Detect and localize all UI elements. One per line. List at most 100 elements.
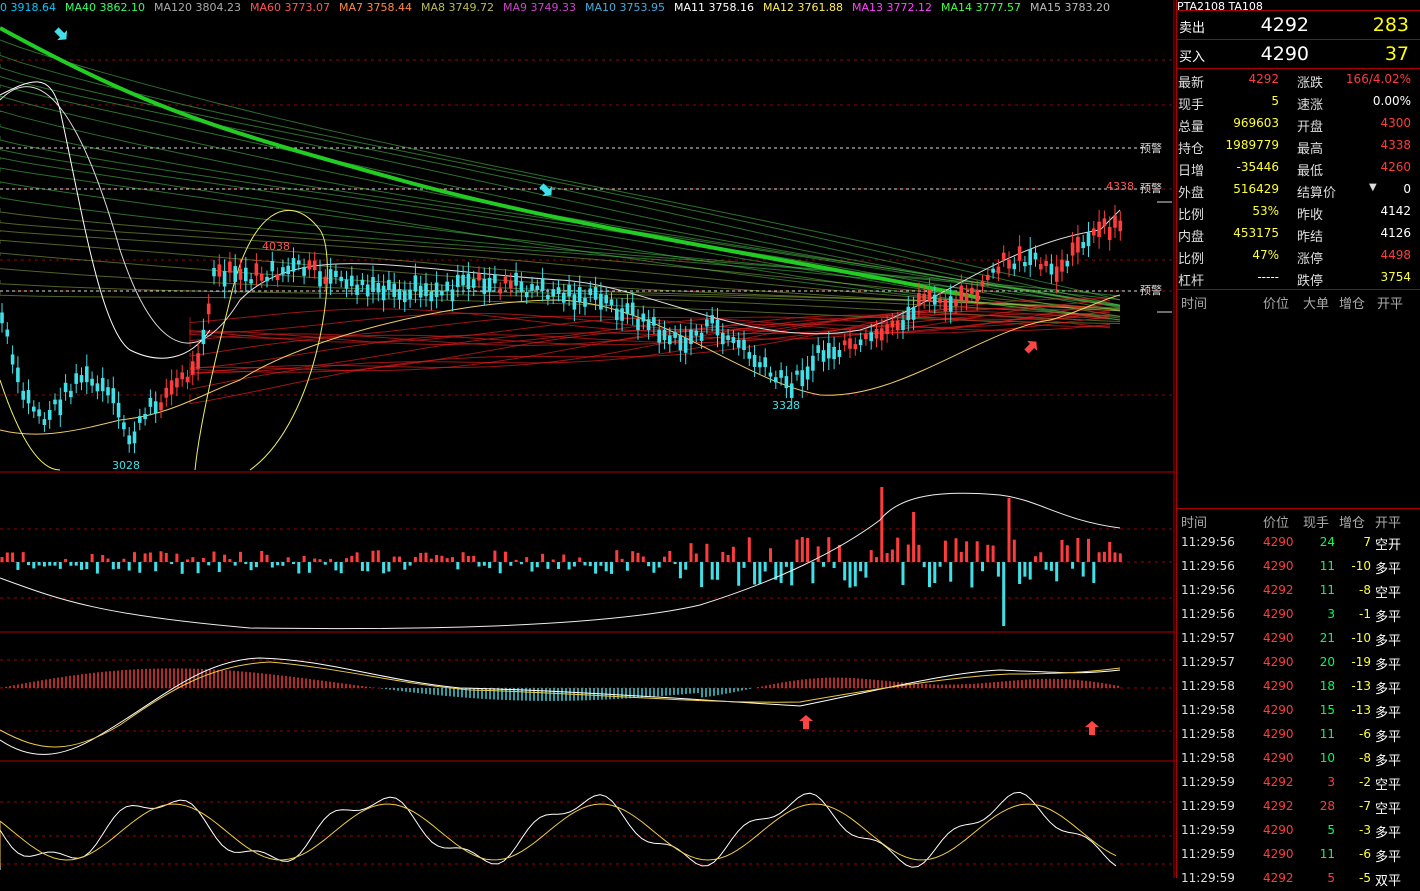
tick-inc: -19 xyxy=(1335,655,1371,669)
macd-bar xyxy=(325,681,326,688)
volume-bar xyxy=(456,562,459,569)
tick-inc: -8 xyxy=(1335,583,1371,597)
macd-bar xyxy=(137,669,138,688)
volume-bar xyxy=(462,552,465,562)
candle-body xyxy=(795,371,799,375)
macd-bar xyxy=(945,685,946,688)
tick-row[interactable]: 11:29:58 4290 10 -8 多平 xyxy=(1177,747,1420,771)
tick-row[interactable]: 11:29:59 4290 5 -3 多平 xyxy=(1177,819,1420,843)
candle-body xyxy=(917,293,921,306)
volume-bar xyxy=(546,562,549,569)
tick-row[interactable]: 11:29:59 4292 28 -7 空平 xyxy=(1177,795,1420,819)
volume-bar xyxy=(631,551,634,562)
candle-body xyxy=(594,287,598,300)
tick-row[interactable]: 11:29:57 4290 20 -19 多平 xyxy=(1177,651,1420,675)
candle-body xyxy=(578,287,582,302)
candle-body xyxy=(997,267,1001,274)
volume-bar xyxy=(1114,552,1117,562)
macd-bar xyxy=(1001,681,1002,688)
col-inc: 增仓 xyxy=(1339,512,1365,531)
volume-bar xyxy=(112,562,115,569)
volume-bar xyxy=(1050,562,1053,571)
macd-bar xyxy=(1113,685,1114,688)
macd-bar xyxy=(949,685,950,688)
candle-body xyxy=(567,285,571,297)
candle-body xyxy=(975,290,979,301)
macd-bar xyxy=(873,680,874,688)
volume-bar xyxy=(504,552,507,562)
chevron-down-icon[interactable]: ▼ xyxy=(1369,182,1377,193)
tick-row[interactable]: 11:29:58 4290 15 -13 多平 xyxy=(1177,699,1420,723)
macd-bar xyxy=(829,678,830,688)
stat-label: 比例 xyxy=(1178,248,1204,267)
macd-bar xyxy=(441,688,442,696)
tick-row[interactable]: 11:29:56 4290 11 -10 多平 xyxy=(1177,555,1420,579)
macd-bar xyxy=(181,668,182,688)
tick-row[interactable]: 11:29:56 4290 3 -1 多平 xyxy=(1177,603,1420,627)
stat-row: 杠杆 ----- 跌停 3754 xyxy=(1177,267,1420,289)
arrow-up-icon xyxy=(799,715,813,729)
candle-body xyxy=(657,330,661,343)
stat-value: 453175 xyxy=(1207,226,1279,240)
volume-bar xyxy=(165,553,168,562)
stat-value: 4126 xyxy=(1327,226,1411,240)
ma-fan-line xyxy=(0,85,1120,305)
stat-row: 总量 969603 开盘 4300 xyxy=(1177,113,1420,135)
volume-bar xyxy=(732,547,735,562)
sell-label: 卖出 xyxy=(1179,17,1205,36)
volume-bar xyxy=(297,562,300,573)
macd-bar xyxy=(289,676,290,688)
tick-time: 11:29:59 xyxy=(1181,775,1235,789)
tick-row[interactable]: 11:29:56 4290 24 7 空开 xyxy=(1177,531,1420,555)
candle-body xyxy=(403,291,407,303)
volume-bar xyxy=(32,562,35,568)
macd-bar xyxy=(589,688,590,700)
macd-bar xyxy=(101,672,102,688)
candle-body xyxy=(1092,228,1096,235)
candle-body xyxy=(562,293,566,303)
candle-body xyxy=(398,289,402,300)
macd-bar xyxy=(157,669,158,688)
macd-bar xyxy=(1085,681,1086,688)
volume-bar xyxy=(138,562,141,573)
tick-row[interactable]: 11:29:57 4290 21 -10 多平 xyxy=(1177,627,1420,651)
candle-body xyxy=(636,319,640,330)
volume-bar xyxy=(255,562,258,567)
tick-row[interactable]: 11:29:58 4290 11 -6 多平 xyxy=(1177,723,1420,747)
tick-row[interactable]: 11:29:58 4290 18 -13 多平 xyxy=(1177,675,1420,699)
candle-body xyxy=(774,377,778,382)
volume-bar xyxy=(1071,562,1074,569)
candle-body xyxy=(536,286,540,290)
tick-row[interactable]: 11:29:59 4290 11 -6 多平 xyxy=(1177,843,1420,867)
tick-price: 4290 xyxy=(1263,535,1294,549)
volume-bar xyxy=(536,562,539,567)
volume-bar xyxy=(1055,562,1058,581)
tick-row[interactable]: 11:29:56 4292 11 -8 空平 xyxy=(1177,579,1420,603)
candle-body xyxy=(737,340,741,348)
sell-row: 卖出 4292 283 xyxy=(1177,11,1420,40)
candle-body xyxy=(233,266,237,282)
macd-bar xyxy=(737,688,738,691)
candle-body xyxy=(1113,215,1117,227)
tick-row[interactable]: 11:29:59 4292 3 -2 空平 xyxy=(1177,771,1420,795)
volume-bar xyxy=(568,562,571,569)
candle-body xyxy=(165,388,169,398)
volume-bar xyxy=(923,562,926,567)
macd-bar xyxy=(345,684,346,688)
tick-row[interactable]: 11:29:59 4292 5 -5 双平 xyxy=(1177,867,1420,891)
tick-time: 11:29:56 xyxy=(1181,583,1235,597)
tick-type: 多平 xyxy=(1375,750,1401,769)
macd-bar xyxy=(745,688,746,690)
candle-body xyxy=(6,330,10,337)
macd-bar xyxy=(689,688,690,694)
candle-body xyxy=(859,339,863,345)
macd-bar xyxy=(29,682,30,688)
candle-body xyxy=(202,330,206,344)
volume-bar xyxy=(981,562,984,571)
volume-bar xyxy=(1076,538,1079,562)
stat-label: 总量 xyxy=(1178,116,1204,135)
volume-bar xyxy=(684,562,687,570)
